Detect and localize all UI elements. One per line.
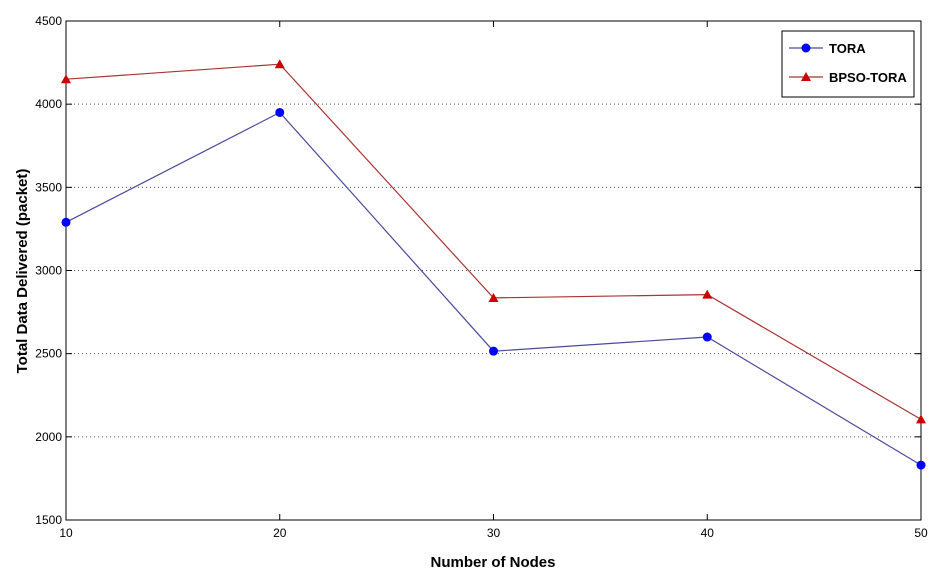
data-point-tora bbox=[489, 346, 498, 356]
data-point-bpso-tora bbox=[916, 414, 926, 424]
x-axis-ticks: 10 20 30 40 50 bbox=[59, 21, 928, 540]
data-point-bpso-tora bbox=[274, 59, 285, 69]
y-axis-ticks: 1500 2000 2500 3000 3500 4000 4500 bbox=[35, 14, 921, 527]
data-point-tora bbox=[61, 217, 71, 227]
data-point-tora bbox=[275, 107, 285, 117]
legend: TORA BPSO-TORA bbox=[781, 30, 915, 98]
y-tick-label: 1500 bbox=[35, 513, 62, 527]
x-tick-label: 50 bbox=[914, 526, 928, 540]
legend-marker-bpso-tora bbox=[801, 72, 811, 81]
x-axis-label: Number of Nodes bbox=[430, 554, 555, 571]
x-tick-label: 10 bbox=[59, 526, 73, 540]
y-tick-label: 3000 bbox=[35, 264, 62, 278]
y-tick-label: 2500 bbox=[35, 347, 62, 361]
data-point-bpso-tora bbox=[488, 292, 499, 302]
series-layer bbox=[61, 59, 926, 470]
y-axis-label: Total Data Delivered (packet) bbox=[14, 169, 31, 374]
y-tick-label: 4500 bbox=[35, 14, 62, 28]
data-point-tora bbox=[702, 332, 712, 342]
data-point-tora bbox=[916, 460, 926, 470]
x-tick-label: 30 bbox=[487, 526, 501, 540]
y-tick-label: 3500 bbox=[35, 180, 62, 194]
legend-label-bpso-tora: BPSO-TORA bbox=[829, 70, 907, 85]
data-point-bpso-tora bbox=[61, 74, 71, 84]
grid-lines bbox=[66, 103, 921, 438]
x-tick-label: 40 bbox=[701, 526, 715, 540]
legend-label-tora: TORA bbox=[829, 41, 866, 56]
y-tick-label: 2000 bbox=[35, 430, 62, 444]
legend-marker-tora bbox=[801, 43, 811, 53]
x-tick-label: 20 bbox=[273, 526, 287, 540]
data-point-bpso-tora bbox=[702, 289, 713, 299]
y-tick-label: 4000 bbox=[35, 97, 62, 111]
legend-box bbox=[781, 30, 915, 98]
